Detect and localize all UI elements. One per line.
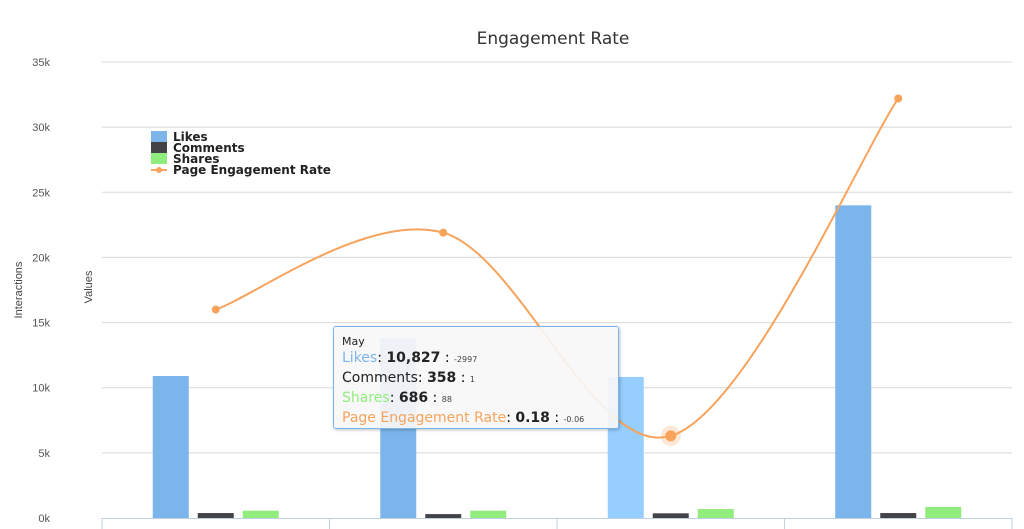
legend-symbol (151, 142, 167, 153)
bar-shares[interactable] (242, 510, 279, 518)
tooltip-change-shares: 88 (441, 395, 452, 404)
bar-shares[interactable] (925, 506, 962, 518)
y-tick-label: 20k (32, 252, 50, 264)
legend-symbol (151, 131, 167, 142)
legend-symbol (151, 153, 167, 164)
x-axis (101, 518, 1013, 529)
bar-comments[interactable] (425, 514, 462, 518)
y-axis-ticks: 0k 5k 10k 15k 20k 25k 30k 35k (32, 57, 50, 525)
y-axis-right-title: Values (83, 270, 95, 303)
y-tick-label: 0k (38, 513, 50, 525)
tooltip-value-shares: 686 (398, 390, 429, 406)
y-tick-label: 5k (38, 448, 50, 460)
bar-shares[interactable] (697, 509, 734, 518)
tooltip-change-engagement-rate: -0.06 (563, 415, 585, 424)
y-tick-label: 25k (32, 187, 50, 199)
y-tick-label: 35k (32, 57, 50, 69)
line-point[interactable] (665, 430, 677, 442)
tooltip-change-comments: 1 (469, 375, 476, 384)
legend-item-label[interactable]: Likes (173, 130, 208, 144)
tooltip-title: May (342, 335, 365, 348)
tooltip-label-comments: Comments (342, 370, 418, 386)
y-tick-label: 10k (32, 383, 50, 395)
y-tick-label: 30k (32, 122, 50, 134)
y-axis-left-title: Interactions (13, 261, 25, 318)
line-point[interactable] (894, 94, 903, 103)
tooltip-label-shares: Shares (342, 390, 390, 406)
y-tick-label: 15k (32, 318, 50, 330)
tooltip-row-engagement-rate: Page Engagement Rate: 0.18 : -0.06 (342, 410, 585, 426)
tooltip-change-likes: -2997 (454, 355, 478, 364)
tooltip-row-shares: Shares: 686 : 88 (342, 390, 452, 406)
bar-likes[interactable] (835, 205, 872, 519)
bar-likes[interactable] (152, 375, 189, 518)
line-point[interactable] (439, 228, 448, 237)
grid-lines (102, 61, 1012, 454)
tooltip: May Likes: 10,827 : -2997 Comments: 358 … (333, 326, 619, 429)
bar-comments[interactable] (880, 513, 917, 518)
legend-symbol-dot (156, 167, 162, 173)
tooltip-value-engagement-rate: 0.18 (515, 410, 550, 426)
bar-shares[interactable] (470, 510, 507, 518)
tooltip-value-likes: 10,827 (386, 350, 441, 366)
tooltip-label-likes: Likes (342, 350, 378, 366)
bar-comments[interactable] (197, 513, 234, 518)
tooltip-value-comments: 358 (427, 370, 457, 386)
tooltip-label-engagement-rate: Page Engagement Rate (342, 410, 507, 426)
tooltip-row-comments: Comments: 358 : 1 (342, 370, 476, 386)
tooltip-row-likes: Likes: 10,827 : -2997 (342, 350, 478, 366)
legend-item-label[interactable]: Page Engagement Rate (173, 163, 331, 177)
legend-item-label[interactable]: Shares (173, 152, 219, 166)
line-point[interactable] (211, 305, 220, 314)
chart-title: Engagement Rate (477, 29, 630, 49)
legend-item-label[interactable]: Comments (173, 141, 245, 155)
bar-comments[interactable] (652, 513, 689, 518)
